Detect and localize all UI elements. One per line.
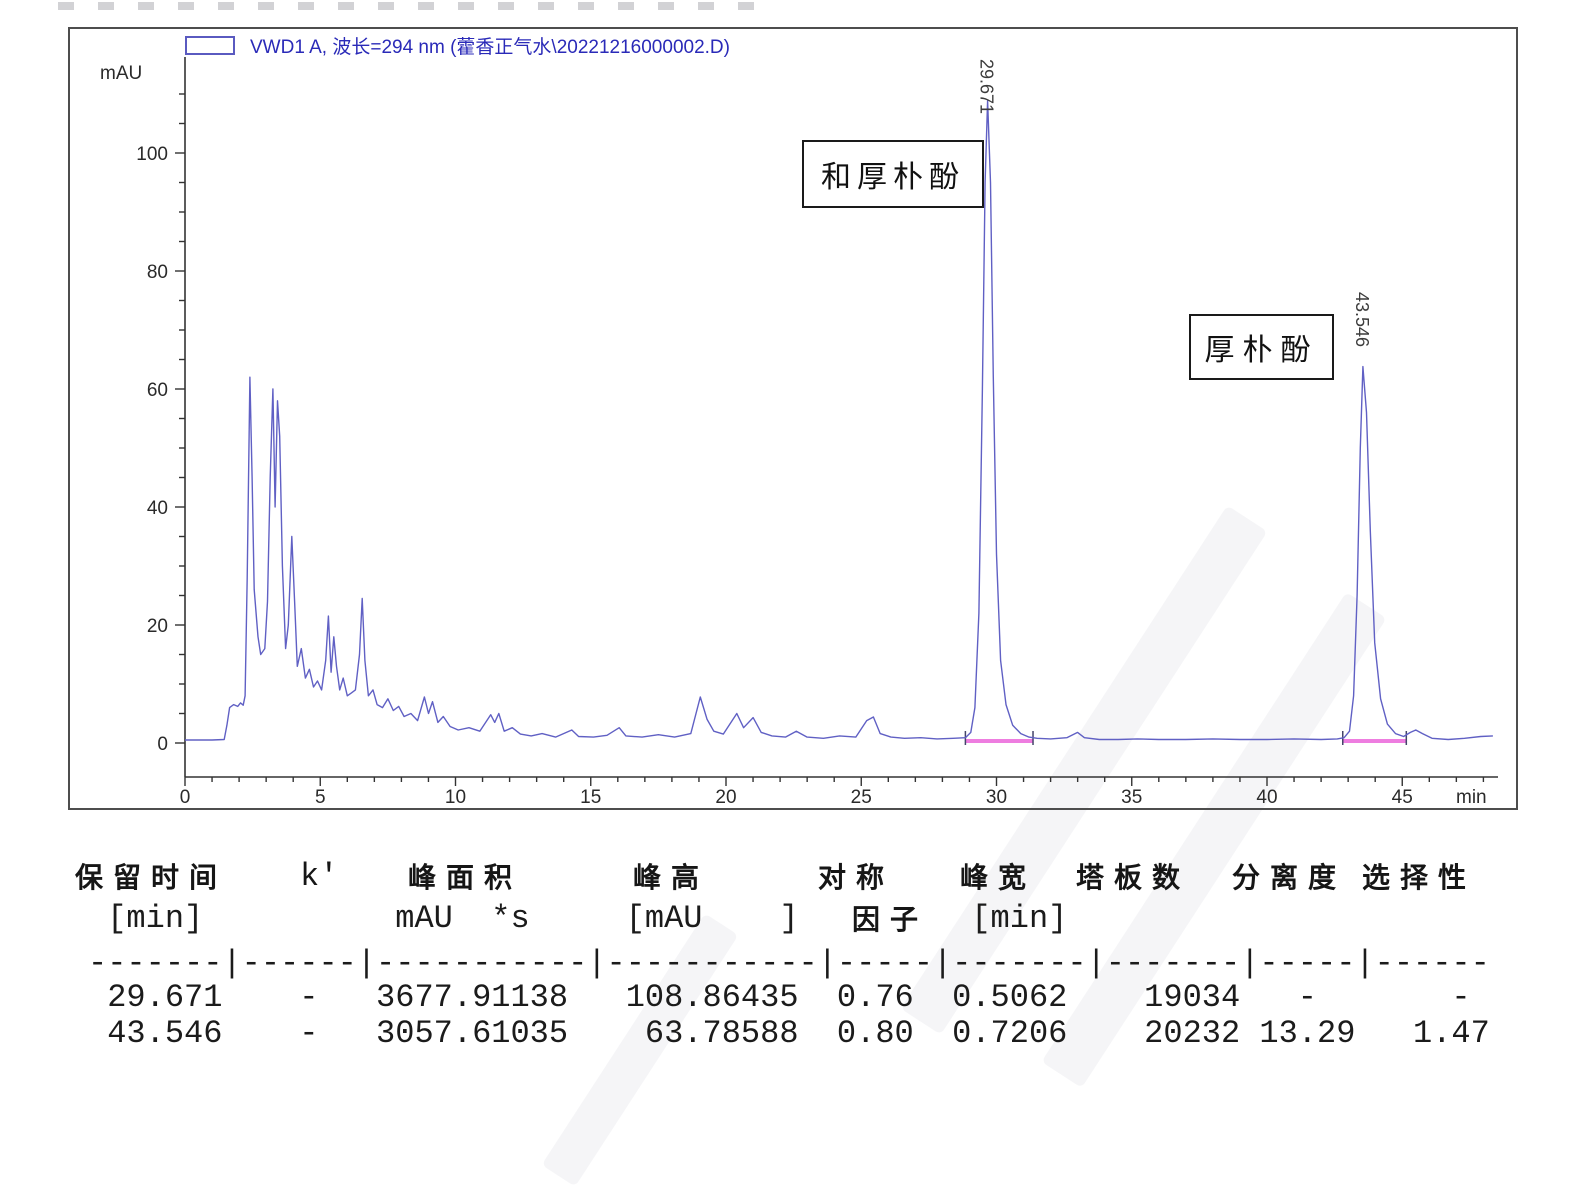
- col-header-peak-height: 峰高: [633, 863, 710, 894]
- table-units-row: [min] mAU *s [mAU ] [min]: [88, 900, 1068, 937]
- svg-text:0: 0: [180, 787, 191, 808]
- col-header-resolution: 分离度: [1232, 863, 1347, 894]
- peak-rt-labels: 29.671 43.546: [977, 59, 1372, 347]
- annotation-box-honokiol: 和厚朴酚: [802, 140, 984, 208]
- chromatography-report: 0 20 40 60 80 100 mAU 0 5 10 15 20 25 30 35 40 45 min 29.6…: [0, 2, 1583, 1067]
- legend-label: VWD1 A, 波长=294 nm (藿香正气水\20221216000002.…: [250, 37, 730, 58]
- svg-text:43.546: 43.546: [1352, 292, 1372, 347]
- svg-text:mAU: mAU: [100, 63, 142, 84]
- table-row: 43.546 - 3057.61035 63.78588 0.80 0.7206…: [88, 1015, 1490, 1052]
- svg-text:40: 40: [147, 498, 168, 519]
- scan-artifact-top: [58, 2, 778, 10]
- chromatogram-plot: 0 20 40 60 80 100 mAU 0 5 10 15 20 25 30 35 40 45 min 29.6…: [100, 57, 1498, 808]
- svg-text:45: 45: [1392, 787, 1413, 808]
- svg-text:20: 20: [715, 787, 736, 808]
- y-axis-ticks: 0 20 40 60 80 100 mAU: [100, 63, 185, 755]
- svg-text:25: 25: [851, 787, 872, 808]
- table-row: 29.671 - 3677.91138 108.86435 0.76 0.506…: [88, 979, 1471, 1016]
- svg-text:29.671: 29.671: [977, 59, 997, 114]
- svg-text:15: 15: [580, 787, 601, 808]
- svg-text:30: 30: [986, 787, 1007, 808]
- svg-text:40: 40: [1256, 787, 1277, 808]
- svg-text:5: 5: [315, 787, 326, 808]
- col-header-k-prime: k': [300, 858, 339, 895]
- svg-text:100: 100: [136, 144, 168, 165]
- table-separator: -------|------|-----------|-----------|-…: [88, 945, 1490, 982]
- col-header-symmetry-factor-line2: 因子: [852, 905, 929, 936]
- annotation-box-magnolol: 厚朴酚: [1189, 314, 1334, 380]
- col-header-symmetry: 对称: [818, 863, 895, 894]
- svg-text:80: 80: [147, 262, 168, 283]
- svg-text:10: 10: [445, 787, 466, 808]
- col-header-plate-count: 塔板数: [1076, 863, 1191, 894]
- svg-text:min: min: [1456, 787, 1487, 808]
- col-header-selectivity: 选择性: [1362, 863, 1477, 894]
- col-header-peak-width: 峰宽: [960, 863, 1037, 894]
- chromatogram-panel: 0 20 40 60 80 100 mAU 0 5 10 15 20 25 30 35 40 45 min 29.6…: [68, 27, 1518, 810]
- signal-trace: [185, 100, 1493, 741]
- svg-text:35: 35: [1121, 787, 1142, 808]
- svg-text:0: 0: [157, 734, 168, 755]
- chart-legend: VWD1 A, 波长=294 nm (藿香正气水\20221216000002.…: [185, 32, 730, 59]
- legend-swatch-icon: [185, 36, 235, 55]
- integration-baselines: [964, 731, 1408, 745]
- x-axis-ticks: 0 5 10 15 20 25 30 35 40 45 min: [180, 777, 1487, 808]
- peak-results-table: 保留时间 k' 峰面积 峰高 对称 峰宽 塔板数 分离度 选择性 因子 [min…: [0, 848, 1583, 1067]
- svg-text:60: 60: [147, 380, 168, 401]
- svg-text:20: 20: [147, 616, 168, 637]
- col-header-peak-area: 峰面积: [408, 863, 523, 894]
- col-header-retention-time: 保留时间: [75, 863, 228, 894]
- annotation-text: 厚朴酚: [1204, 334, 1319, 367]
- annotation-text: 和厚朴酚: [821, 161, 965, 194]
- axes: [184, 57, 1498, 778]
